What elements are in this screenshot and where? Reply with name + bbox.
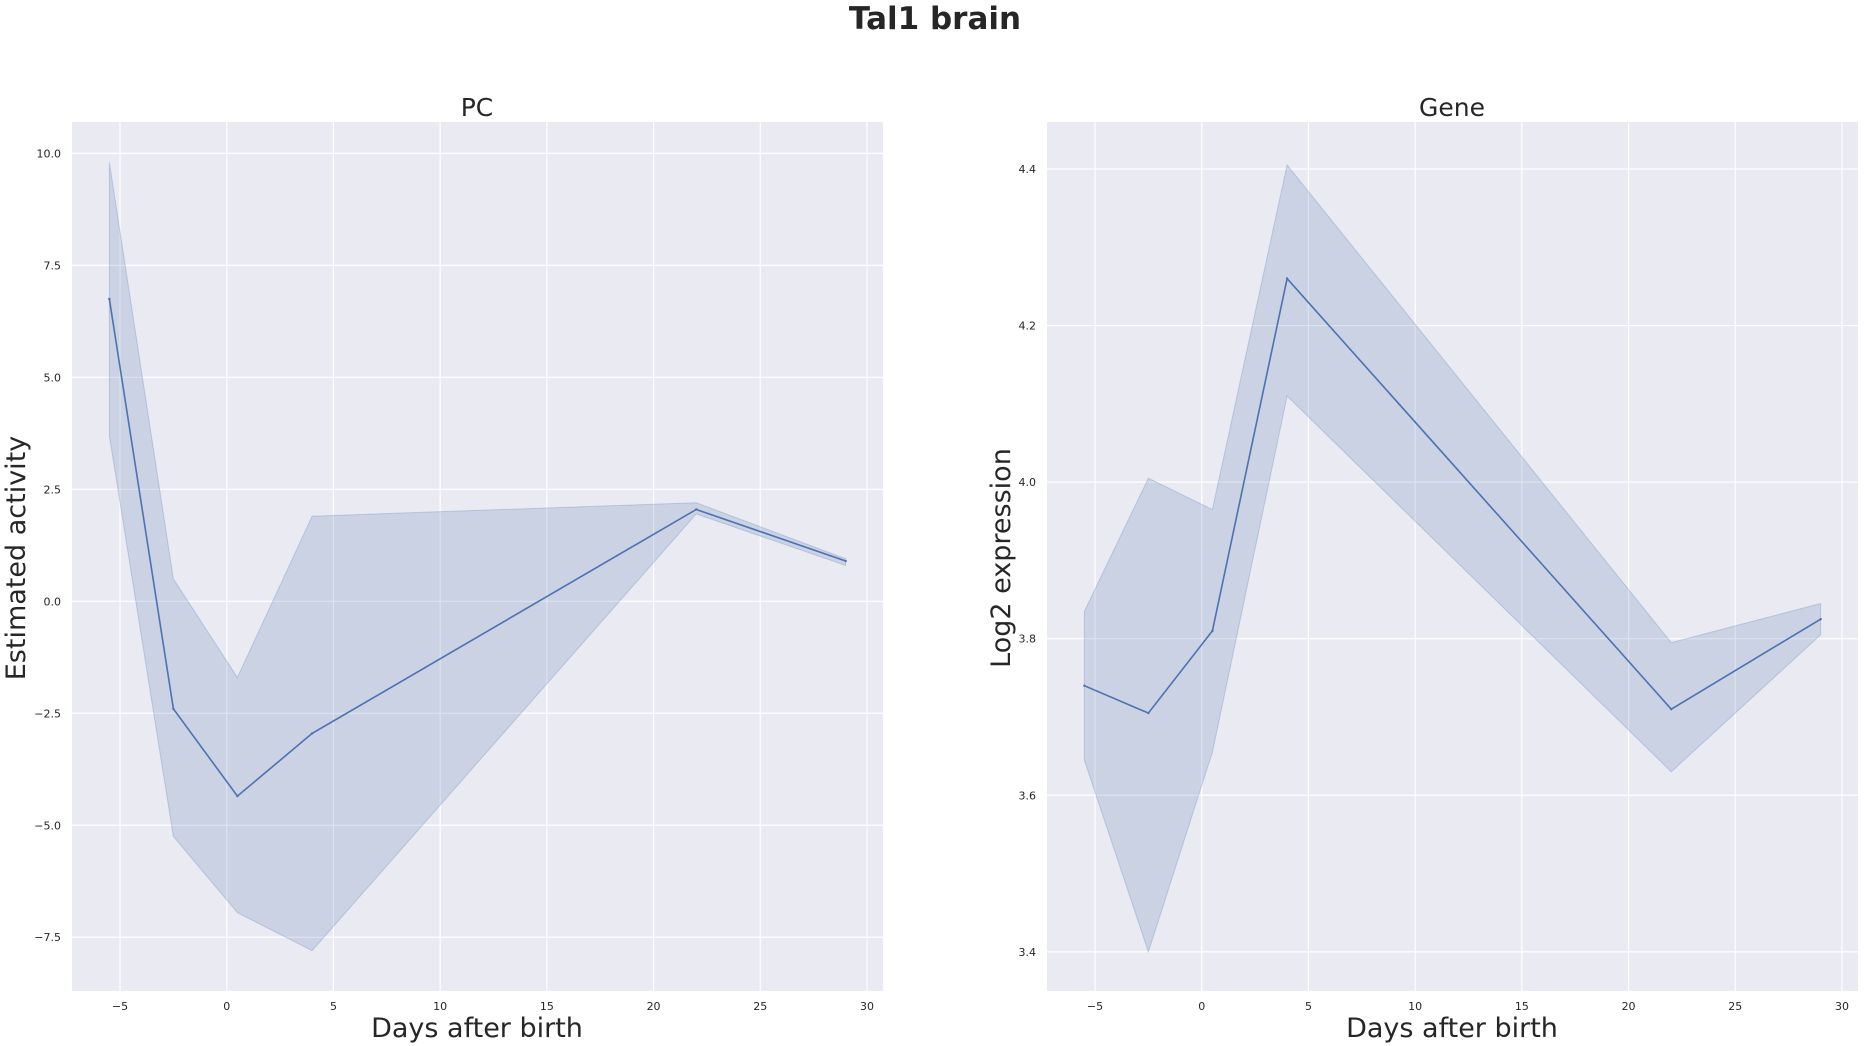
pc-data-point <box>695 508 698 511</box>
pc-y-axis-label: Estimated activity <box>1 436 32 681</box>
pc-data-point <box>172 707 175 710</box>
pc-y-tick-label: −2.5 <box>34 707 61 720</box>
pc-data-point <box>310 732 314 735</box>
gene-data-point <box>1211 629 1214 633</box>
gene-x-tick-label: 30 <box>1835 1000 1849 1013</box>
gene-y-tick-label: 3.4 <box>1019 946 1037 959</box>
gene-x-tick-label: 25 <box>1728 1000 1742 1013</box>
pc-x-tick-label: 15 <box>540 1000 554 1013</box>
gene-data-point <box>1147 711 1150 715</box>
pc-x-tick-label: 20 <box>647 1000 661 1013</box>
gene-data-point <box>1819 617 1822 621</box>
pc-data-point <box>236 794 239 798</box>
pc-data-point <box>844 559 847 563</box>
gene-x-tick-label: 5 <box>1305 1000 1312 1013</box>
gene-data-point <box>1670 707 1673 711</box>
gene-y-tick-label: 4.2 <box>1019 320 1037 333</box>
gene-plot-area <box>1047 122 1858 991</box>
pc-x-tick-label: −5 <box>112 1000 128 1013</box>
gene-mean-line <box>1084 276 1822 715</box>
gene-x-tick-label: 15 <box>1515 1000 1529 1013</box>
figure-title: Tal1 brain <box>849 1 1021 37</box>
pc-panel: PC Days after birth Estimated activity −… <box>1 93 883 1044</box>
gene-data-point <box>1083 684 1086 687</box>
pc-y-tick-label: 10.0 <box>37 147 62 160</box>
gene-x-tick-label: 0 <box>1198 1000 1205 1013</box>
pc-mean-line <box>108 298 846 798</box>
gene-panel-title: Gene <box>1419 93 1485 122</box>
pc-x-tick-label: 30 <box>860 1000 874 1013</box>
gene-y-tick-label: 3.6 <box>1019 789 1037 802</box>
pc-confidence-band <box>108 162 847 952</box>
gene-x-tick-label: −5 <box>1087 1000 1103 1013</box>
pc-grid <box>72 122 883 991</box>
pc-y-tick-label: 0.0 <box>44 595 62 608</box>
pc-panel-title: PC <box>461 93 494 122</box>
gene-grid <box>1047 122 1858 991</box>
gene-x-axis-label: Days after birth <box>1346 1013 1558 1044</box>
gene-data-point <box>1285 277 1289 280</box>
gene-x-tick-label: 10 <box>1408 1000 1422 1013</box>
pc-y-tick-label: 7.5 <box>44 259 62 272</box>
pc-x-tick-label: 0 <box>223 1000 230 1013</box>
gene-x-tick-label: 20 <box>1622 1000 1636 1013</box>
pc-x-tick-label: 10 <box>433 1000 447 1013</box>
pc-data-point <box>108 297 111 301</box>
pc-y-tick-label: 5.0 <box>44 371 62 384</box>
gene-y-tick-label: 4.0 <box>1019 476 1037 489</box>
gene-y-tick-label: 3.8 <box>1019 633 1037 646</box>
pc-y-tick-label: −7.5 <box>34 931 61 944</box>
gene-confidence-band <box>1083 163 1822 954</box>
pc-plot-area <box>72 122 883 991</box>
pc-x-tick-label: 25 <box>753 1000 767 1013</box>
gene-panel: Gene Days after birth Log2 expression −5… <box>986 93 1858 1044</box>
gene-y-tick-label: 4.4 <box>1019 163 1037 176</box>
pc-y-tick-label: 2.5 <box>44 483 62 496</box>
pc-x-tick-label: 5 <box>330 1000 337 1013</box>
gene-y-axis-label: Log2 expression <box>986 448 1017 668</box>
pc-y-tick-label: −5.0 <box>34 819 61 832</box>
pc-x-axis-label: Days after birth <box>371 1013 583 1044</box>
